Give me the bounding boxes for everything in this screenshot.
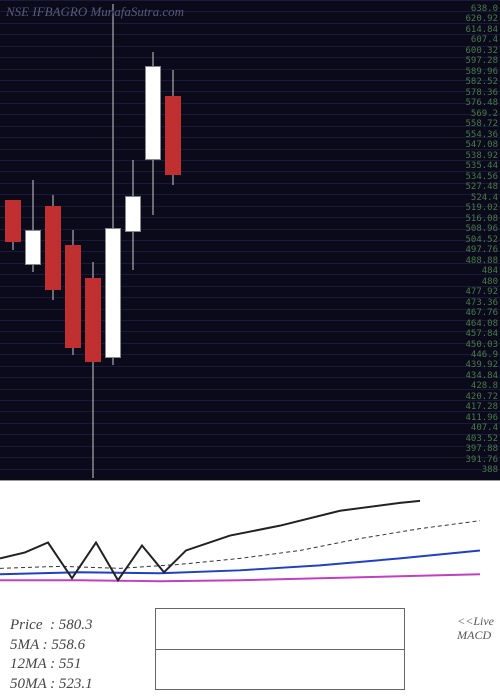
price-label: Price [10,617,42,633]
y-label: 578.36 [448,89,498,98]
candle [65,0,81,480]
y-label: 480 [448,278,498,287]
y-label: 576.48 [448,99,498,108]
candle [45,0,61,480]
y-label: 434.84 [448,372,498,381]
y-label: 607.4 [448,36,498,45]
y-label: 450.03 [448,341,498,350]
macd-label: <<Live MACD [457,614,494,643]
y-label: 558.72 [448,120,498,129]
y-label: 638.0 [448,5,498,14]
y-label: 388 [448,466,498,475]
y-label: 497.76 [448,246,498,255]
y-label: 554.36 [448,131,498,140]
y-label: 589.96 [448,68,498,77]
y-label: 504.52 [448,236,498,245]
y-label: 547.08 [448,141,498,150]
y-label: 597.28 [448,57,498,66]
y-label: 446.9 [448,351,498,360]
y-label: 600.32 [448,47,498,56]
y-label: 582.52 [448,78,498,87]
y-label: 524.4 [448,194,498,203]
y-label: 473.36 [448,299,498,308]
macd-live: <<Live [457,614,494,628]
y-label: 508.96 [448,225,498,234]
y-axis-labels: 638.0620.92 614.84607.4 600.32597.28 589.96… [448,0,498,480]
y-label: 439.92 [448,361,498,370]
y-label: 467.76 [448,309,498,318]
candle [85,0,101,480]
info-box [155,608,405,690]
ma12-label: 12MA [10,656,46,672]
y-label: 411.96 [448,414,498,423]
y-label: 403.52 [448,435,498,444]
ma5-value: 558.6 [51,637,85,653]
y-label: 535.44 [448,162,498,171]
candle [25,0,41,480]
candle [125,0,141,480]
indicator-svg [0,481,500,610]
y-label: 620.92 [448,15,498,24]
y-label: 477.92 [448,288,498,297]
candle [5,0,21,480]
candle [105,0,121,480]
candle [165,0,181,480]
macd-text: MACD [457,628,491,642]
y-label: 464.08 [448,320,498,329]
y-label: 538.92 [448,152,498,161]
y-label: 417.28 [448,403,498,412]
info-panel: Price : 580.3 5MA : 558.6 12MA : 551 50M… [0,610,500,700]
info-box-divider [156,649,404,650]
y-label: 488.88 [448,257,498,266]
y-label: 457.84 [448,330,498,339]
chart-title: NSE IFBAGRO MunafaSutra.com [6,4,184,20]
y-label: 391.76 [448,456,498,465]
candlestick-chart: NSE IFBAGRO MunafaSutra.com 638.0620.926… [0,0,500,480]
y-label: 484 [448,267,498,276]
y-label: 527.48 [448,183,498,192]
y-label: 397.88 [448,445,498,454]
candle [145,0,161,480]
y-label: 614.84 [448,26,498,35]
indicator-panel [0,480,500,610]
ma50-label: 50MA [10,676,46,692]
y-label: 420.72 [448,393,498,402]
ma5-label: 5MA [10,637,39,653]
y-label: 407.4 [448,424,498,433]
ma50-value: 523.1 [59,676,93,692]
candles-layer [0,0,440,480]
y-label: 569.2 [448,110,498,119]
y-label: 534.56 [448,173,498,182]
y-label: 519.02 [448,204,498,213]
price-value: 580.3 [59,617,93,633]
y-label: 516.08 [448,215,498,224]
y-label: 428.8 [448,382,498,391]
ma12-value: 551 [59,656,82,672]
